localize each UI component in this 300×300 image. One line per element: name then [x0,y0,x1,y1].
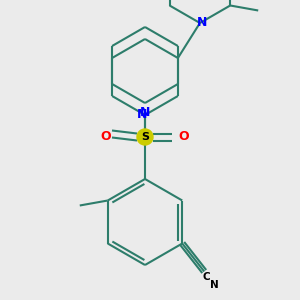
Text: N: N [197,16,207,29]
Circle shape [137,129,153,145]
Text: S: S [141,132,149,142]
Text: O: O [179,130,189,143]
Text: O: O [101,130,111,143]
Text: N: N [137,109,147,122]
Text: N: N [140,106,150,118]
Text: C: C [202,272,210,283]
Text: N: N [210,280,219,290]
